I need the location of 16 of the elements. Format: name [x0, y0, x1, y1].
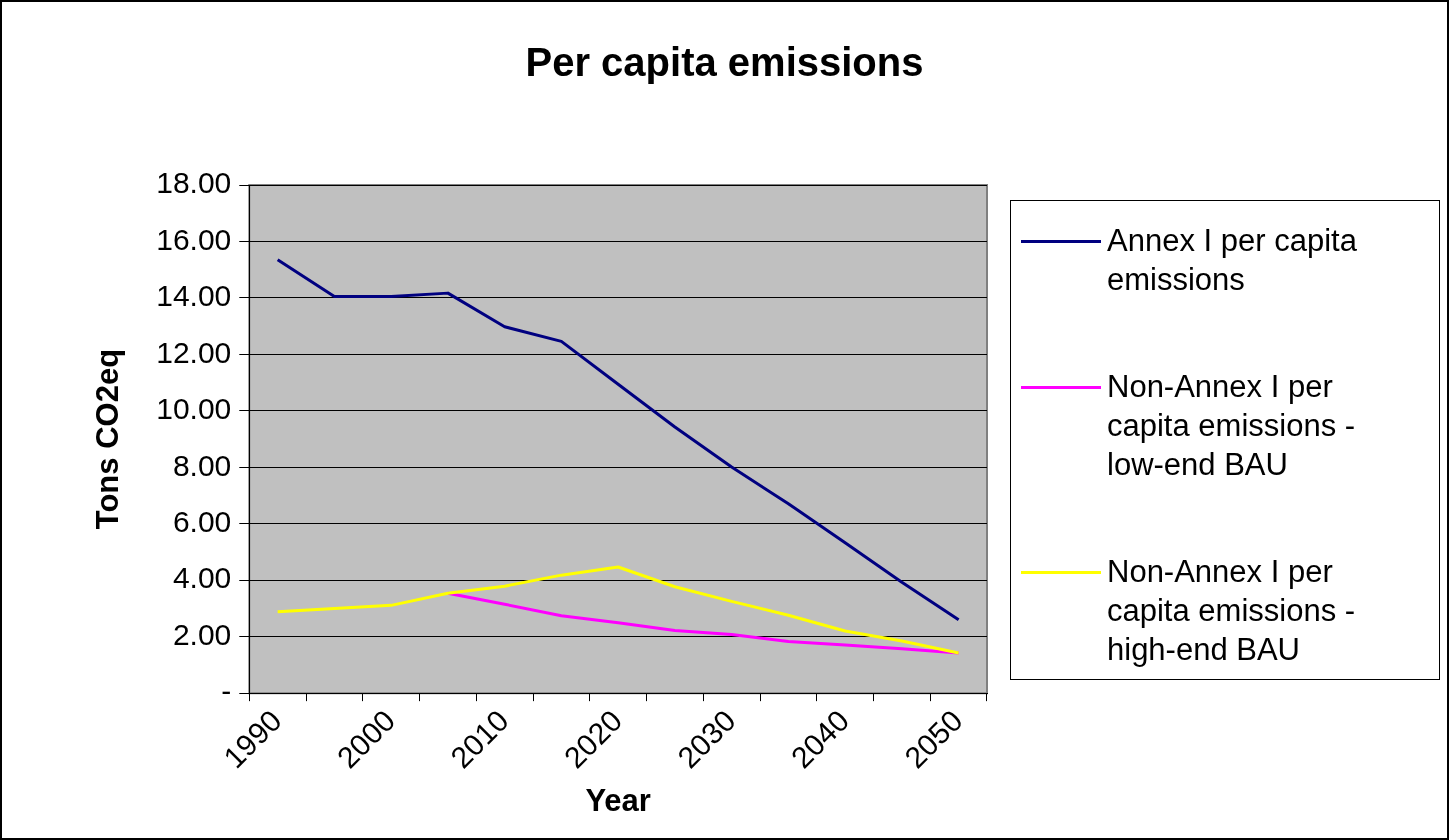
y-tick-label: 4.00 — [172, 561, 232, 595]
y-tick-label: 2.00 — [172, 617, 232, 651]
x-axis-title: Year — [585, 782, 651, 818]
legend-label: Annex I per capita emissions — [1107, 222, 1358, 299]
y-axis-title: Tons CO2eq — [90, 348, 126, 530]
legend-label: Non-Annex I per capita emissions - low-end BAU — [1107, 368, 1357, 484]
y-tick-label: - — [221, 674, 232, 708]
y-tick-label: 12.00 — [156, 335, 232, 369]
legend-label: Non-Annex I per capita emissions - high-end BAU — [1107, 553, 1357, 669]
y-tick-label: 18.00 — [156, 166, 232, 200]
y-tick-label: 10.00 — [156, 392, 232, 426]
y-tick-label: 16.00 — [156, 222, 232, 256]
y-tick-label: 8.00 — [172, 448, 232, 482]
y-tick-label: 6.00 — [172, 505, 232, 539]
chart-title: Per capita emissions — [524, 40, 925, 85]
y-tick-label: 14.00 — [156, 279, 232, 313]
